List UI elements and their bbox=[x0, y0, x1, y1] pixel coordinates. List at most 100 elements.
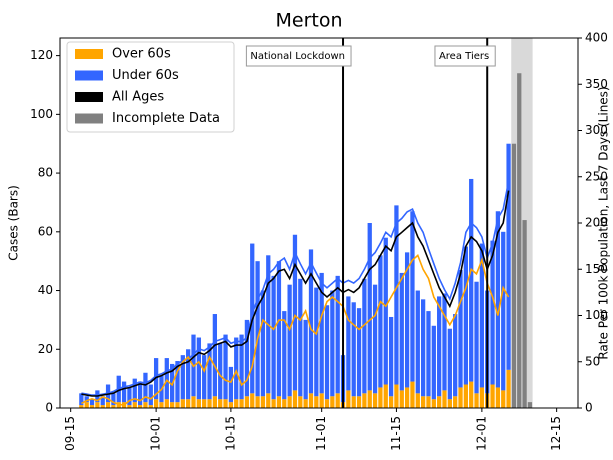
line-over-60 bbox=[81, 254, 510, 407]
bar-over-60 bbox=[276, 396, 282, 408]
bar-over-60 bbox=[100, 405, 105, 408]
bar-over-60 bbox=[298, 396, 303, 408]
bar-under-60 bbox=[420, 299, 426, 397]
y2-tick-label: 250 bbox=[585, 169, 608, 183]
bar-over-60 bbox=[175, 402, 180, 408]
bar-incomplete bbox=[511, 143, 517, 408]
bar-under-60 bbox=[506, 143, 511, 370]
bar-under-60 bbox=[303, 319, 308, 400]
bar-under-60 bbox=[495, 211, 501, 388]
bar-over-60 bbox=[303, 399, 308, 408]
legend-swatch bbox=[75, 92, 103, 102]
bar-over-60 bbox=[308, 393, 314, 408]
bar-under-60 bbox=[153, 358, 159, 400]
bar-over-60 bbox=[228, 402, 234, 408]
y2-tick-label: 150 bbox=[585, 262, 608, 276]
bar-under-60 bbox=[410, 211, 415, 382]
bar-under-60 bbox=[324, 305, 330, 400]
bar-over-60 bbox=[105, 402, 111, 408]
x-tick-label: 12-15 bbox=[549, 416, 563, 451]
bar-over-60 bbox=[111, 405, 116, 408]
bar-over-60 bbox=[394, 384, 399, 408]
bar-under-60 bbox=[260, 290, 266, 397]
bar-under-60 bbox=[186, 349, 191, 400]
bar-under-60 bbox=[89, 399, 95, 406]
bar-over-60 bbox=[250, 393, 255, 408]
line-all-ages bbox=[81, 190, 510, 397]
bar-incomplete bbox=[522, 220, 527, 408]
bar-under-60 bbox=[298, 278, 303, 397]
bar-under-60 bbox=[426, 311, 431, 397]
bar-over-60 bbox=[196, 399, 201, 408]
bar-under-60 bbox=[180, 355, 185, 400]
bar-over-60 bbox=[180, 399, 185, 408]
bar-under-60 bbox=[362, 278, 367, 394]
legend-swatch bbox=[75, 49, 103, 59]
bar-over-60 bbox=[89, 405, 95, 408]
bar-over-60 bbox=[447, 399, 452, 408]
bar-under-60 bbox=[111, 393, 116, 406]
bar-over-60 bbox=[271, 399, 276, 408]
bar-over-60 bbox=[164, 399, 169, 408]
y-axis-label: Cases (Bars) bbox=[7, 185, 21, 261]
bar-under-60 bbox=[431, 325, 436, 400]
x-tick-label: 10-15 bbox=[223, 416, 237, 451]
bar-over-60 bbox=[346, 390, 351, 408]
bar-over-60 bbox=[207, 399, 212, 408]
y2-axis-label: Rate Per 100k Population, Last 7 Days (L… bbox=[597, 86, 611, 359]
bar-under-60 bbox=[175, 361, 180, 403]
bar-over-60 bbox=[319, 393, 324, 408]
bar-under-60 bbox=[244, 319, 250, 397]
bar-under-60 bbox=[394, 205, 399, 385]
bar-over-60 bbox=[79, 405, 84, 408]
bar-over-60 bbox=[415, 393, 420, 408]
bar-under-60 bbox=[207, 343, 212, 400]
y2-tick-label: 0 bbox=[585, 401, 593, 415]
x-tick-label: 12-01 bbox=[474, 416, 488, 451]
annotation-box bbox=[434, 45, 496, 67]
bar-under-60 bbox=[367, 223, 372, 391]
bar-under-60 bbox=[479, 243, 485, 388]
bar-under-60 bbox=[308, 249, 314, 394]
line-under-60 bbox=[81, 181, 510, 396]
bar-under-60 bbox=[202, 355, 207, 400]
bar-under-60 bbox=[474, 281, 479, 394]
y-tick-label: 0 bbox=[45, 401, 53, 415]
y2-tick-label: 350 bbox=[585, 77, 608, 91]
bar-over-60 bbox=[244, 396, 250, 408]
y-tick-label: 80 bbox=[38, 166, 53, 180]
bar-under-60 bbox=[276, 261, 282, 397]
y2-tick-label: 300 bbox=[585, 123, 608, 137]
x-tick-label: 10-01 bbox=[149, 416, 163, 451]
bar-over-60 bbox=[266, 393, 271, 408]
bar-over-60 bbox=[191, 396, 196, 408]
y-tick-label: 40 bbox=[38, 283, 53, 297]
bar-over-60 bbox=[479, 387, 485, 408]
annotation-box bbox=[245, 45, 352, 67]
bar-over-60 bbox=[442, 390, 447, 408]
bar-under-60 bbox=[463, 246, 468, 385]
bar-over-60 bbox=[137, 405, 143, 408]
bar-incomplete bbox=[517, 73, 522, 408]
bar-under-60 bbox=[292, 234, 298, 391]
bar-under-60 bbox=[399, 272, 404, 391]
bar-over-60 bbox=[186, 399, 191, 408]
bar-over-60 bbox=[495, 387, 501, 408]
bar-under-60 bbox=[212, 314, 218, 397]
bar-under-60 bbox=[501, 231, 506, 391]
bar-under-60 bbox=[356, 308, 362, 397]
y-tick-label: 60 bbox=[38, 224, 53, 238]
y2-tick-label: 50 bbox=[585, 354, 600, 368]
legend-box bbox=[66, 41, 235, 133]
bar-over-60 bbox=[399, 390, 404, 408]
x-tick-label: 11-01 bbox=[314, 416, 328, 451]
bar-over-60 bbox=[383, 384, 388, 408]
x-tick-label: 09-15 bbox=[63, 416, 77, 451]
bar-under-60 bbox=[132, 378, 137, 403]
legend-swatch bbox=[75, 113, 103, 124]
bar-over-60 bbox=[378, 387, 383, 408]
bar-over-60 bbox=[218, 399, 223, 408]
bar-under-60 bbox=[239, 334, 244, 400]
bar-under-60 bbox=[330, 290, 335, 397]
bar-over-60 bbox=[426, 396, 431, 408]
